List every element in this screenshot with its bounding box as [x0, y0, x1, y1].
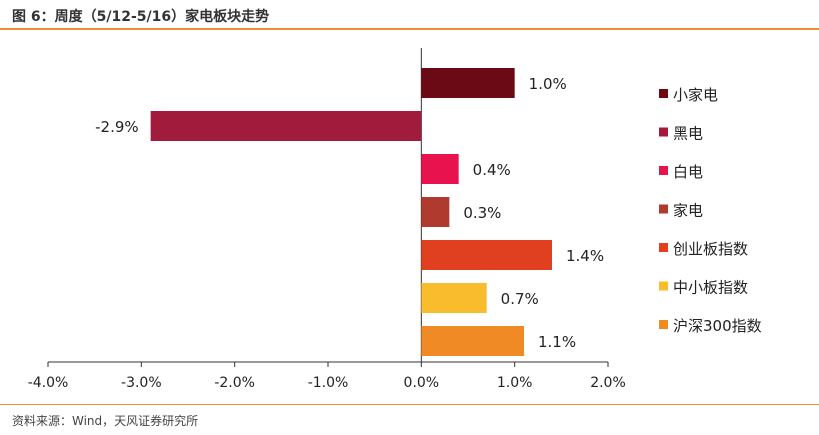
bar	[421, 68, 515, 98]
bar	[421, 154, 459, 184]
x-tick-label: -4.0%	[28, 375, 69, 391]
legend-swatch	[659, 127, 668, 137]
source-note: 资料来源：Wind，天风证券研究所	[12, 414, 199, 428]
bar	[421, 240, 552, 270]
bar-value-label: 0.3%	[463, 204, 501, 222]
x-tick-label: -3.0%	[121, 375, 162, 391]
bar-value-label: 1.0%	[529, 75, 567, 93]
legend-label: 白电	[673, 163, 703, 181]
legend-label: 家电	[673, 202, 703, 220]
header-divider	[0, 28, 819, 30]
bar-value-label: 1.4%	[566, 247, 604, 265]
bar-value-label: 0.7%	[501, 290, 539, 308]
x-tick-label: -1.0%	[308, 375, 349, 391]
legend-label: 中小板指数	[673, 279, 748, 297]
legend-label: 沪深300指数	[673, 317, 762, 335]
legend-swatch	[659, 320, 668, 329]
legend-swatch	[659, 243, 668, 252]
legend-swatch	[659, 166, 668, 175]
x-tick-label: -2.0%	[214, 375, 255, 391]
bar	[150, 111, 422, 141]
legend-label: 创业板指数	[673, 240, 748, 258]
legend-label: 黑电	[673, 125, 703, 143]
legend-swatch	[659, 281, 668, 291]
bar-value-label: 1.1%	[538, 333, 576, 351]
bar	[421, 283, 487, 313]
legend-swatch	[659, 89, 668, 98]
footer-divider	[0, 404, 819, 405]
bar-value-label: -2.9%	[95, 118, 139, 136]
legend-swatch	[659, 204, 668, 214]
x-tick-label: 2.0%	[590, 375, 626, 391]
legend-label: 小家电	[673, 86, 718, 104]
chart-title: 图 6：周度（5/12-5/16）家电板块走势	[12, 9, 270, 25]
x-tick-label: 0.0%	[404, 375, 440, 391]
bar-value-label: 0.4%	[473, 161, 511, 179]
bar	[421, 326, 524, 356]
bar	[421, 197, 450, 227]
x-tick-label: 1.0%	[497, 375, 533, 391]
